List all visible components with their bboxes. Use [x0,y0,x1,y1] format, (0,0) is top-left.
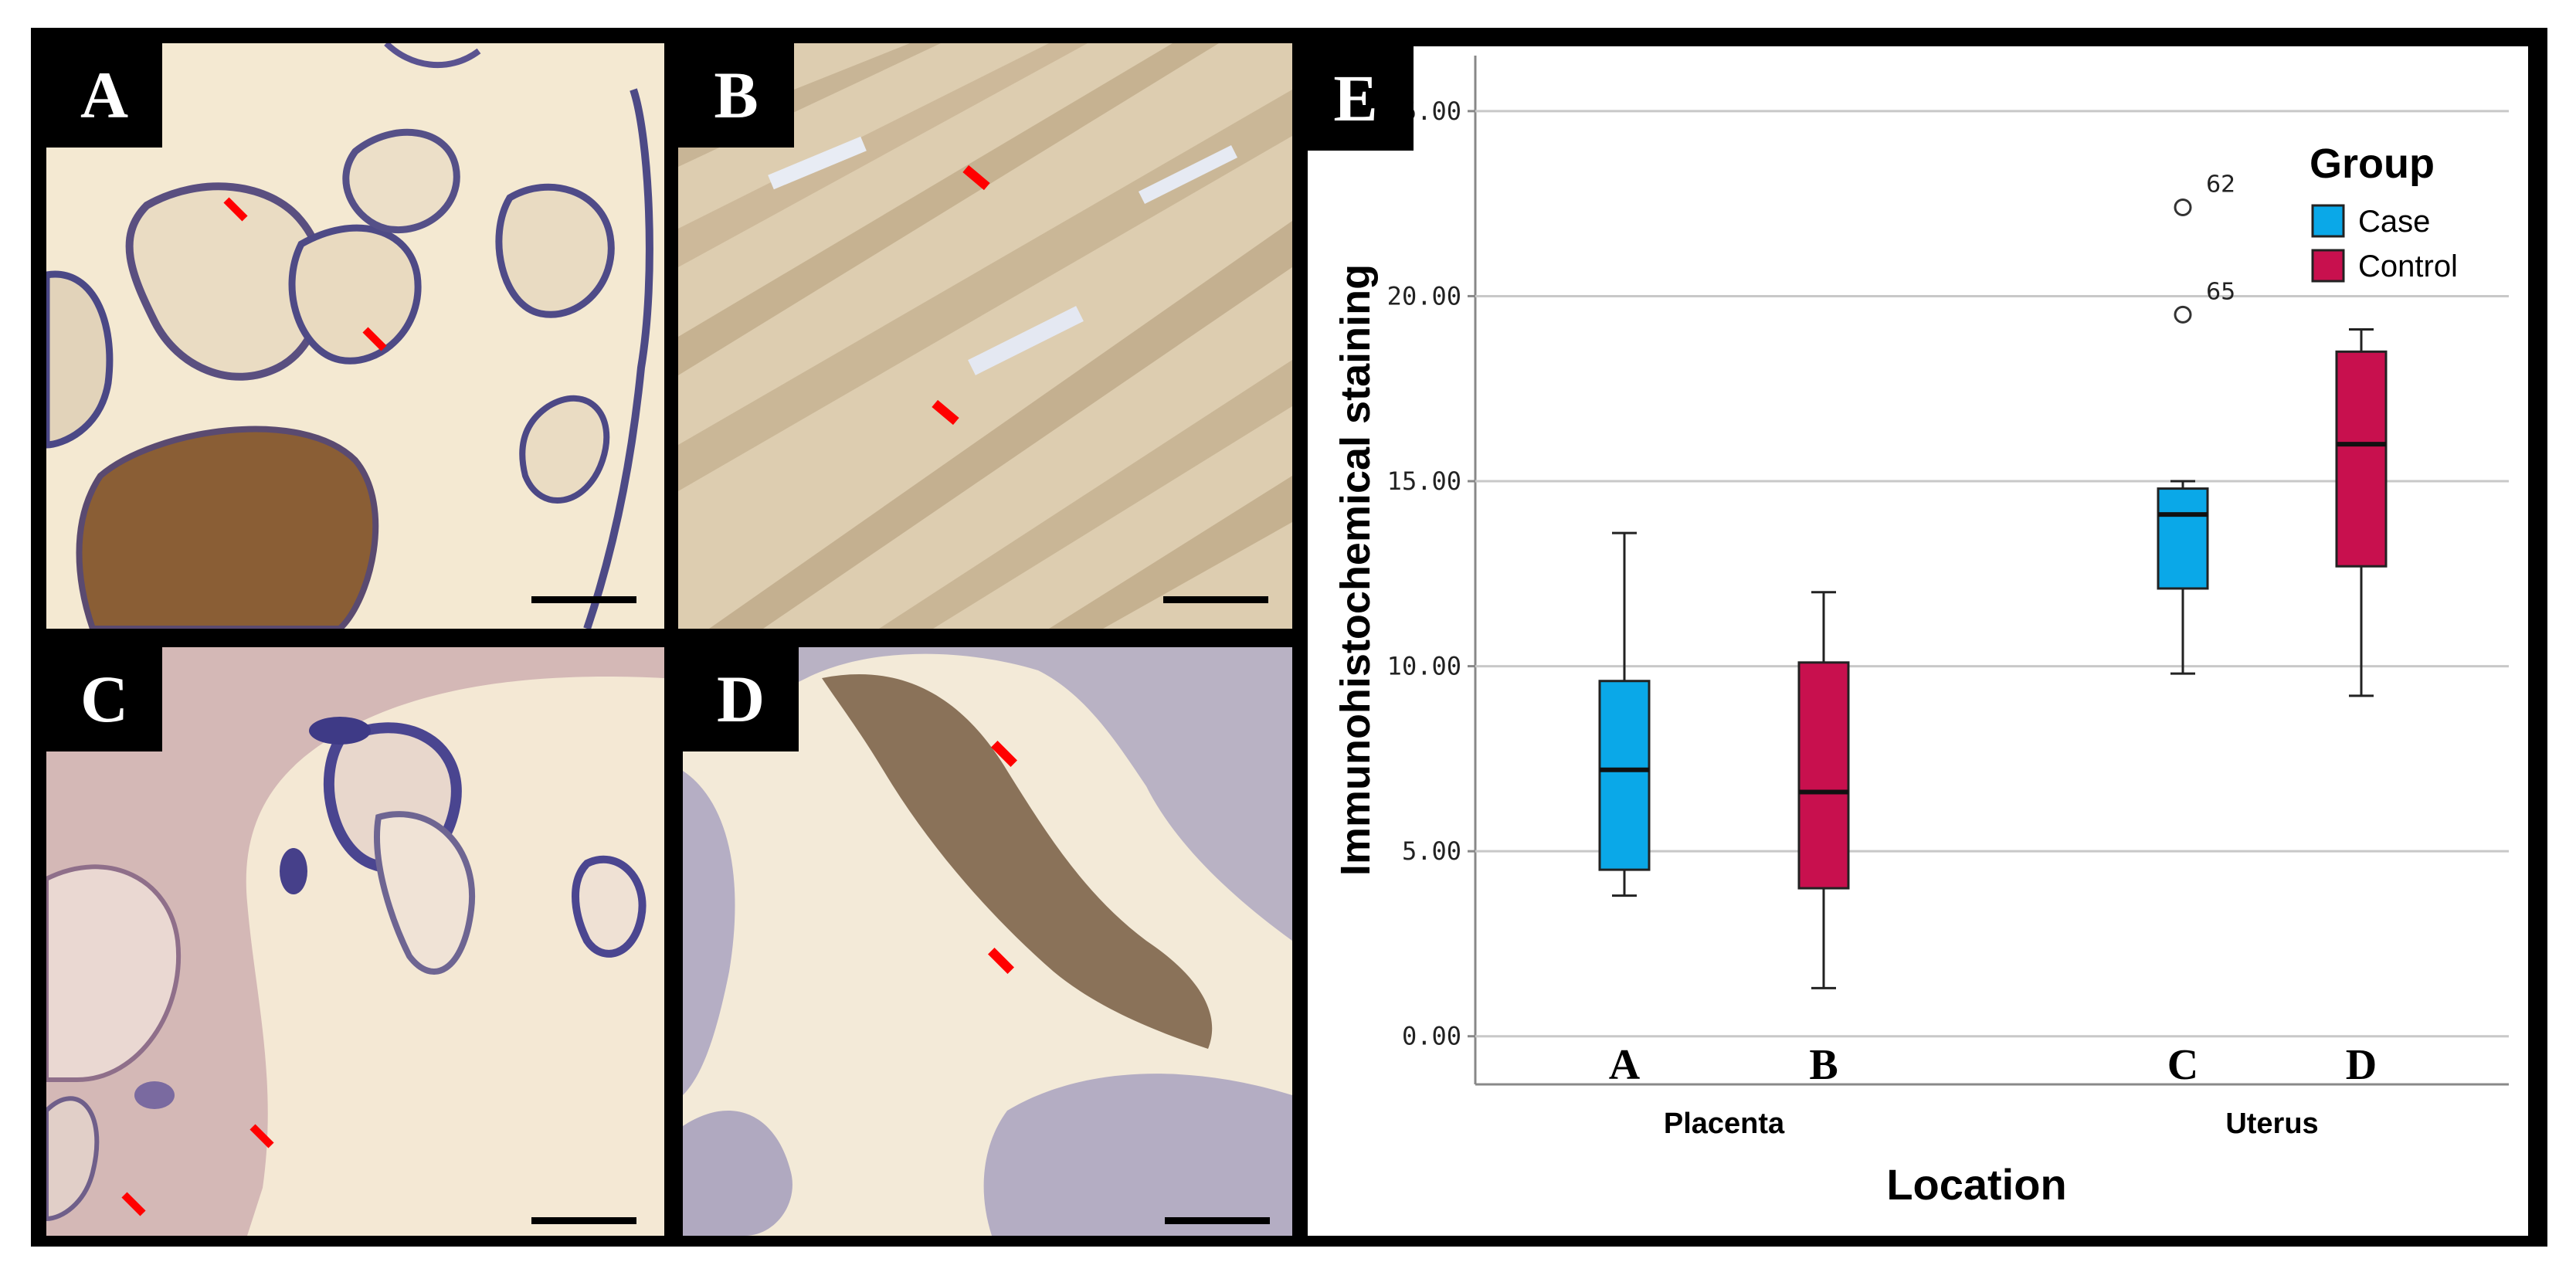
scale-bar-d [1165,1217,1270,1224]
outlier-label: 62 [2206,171,2235,198]
legend-label-control: Control [2358,249,2458,283]
boxplot-chart: 0.005.0010.0015.0020.0025.00Immunohistoc… [1332,56,2509,1209]
arrow-b2 [932,399,959,426]
micrograph-b: B [678,43,1292,629]
legend-label-case: Case [2358,205,2430,239]
y-tick-label: 20.00 [1387,281,1461,310]
x-axis-title: Location [1886,1160,2066,1209]
micrograph-d: D [683,647,1292,1236]
arrow-c1 [249,1124,274,1148]
outlier-point [2174,305,2192,324]
scale-bar-b [1163,596,1268,603]
box-a [1598,680,1651,871]
x-category-label: Placenta [1664,1108,1785,1140]
panel-label-c: C [46,647,162,751]
box-b [1797,661,1850,890]
panel-label-d: D [683,647,799,751]
y-tick-label: 5.00 [1402,836,1461,866]
panel-label-b: B [678,43,794,148]
arrow-a1 [223,197,248,222]
arrow-c2 [121,1192,146,1216]
micrograph-a: A [46,43,664,629]
box-d [2335,350,2388,568]
panel-label-a: A [46,43,162,148]
box-c [2157,487,2209,590]
outlier-label: 65 [2206,278,2235,305]
scale-bar-c [531,1217,636,1224]
legend-title: Group [2310,141,2435,187]
x-category-label: Uterus [2225,1108,2318,1140]
y-tick-label: 15.00 [1387,466,1461,496]
y-axis-title: Immunohistochemical staining [1332,264,1379,876]
box-letter-label: A [1609,1041,1641,1089]
arrow-b1 [962,165,990,191]
boxplot-panel: 0.00 5.00 10.00 15.00 20.00 25.00 Immunohistoc… [1308,46,2528,1236]
scale-bar-a [531,596,636,603]
arrow-d2 [988,948,1014,974]
legend-swatch-control [2311,249,2345,283]
micrograph-c: C [46,647,664,1236]
arrow-a2 [362,327,387,351]
arrow-d1 [991,741,1017,767]
box-letter-label: C [2167,1041,2198,1089]
panel-label-e: E [1298,46,1414,151]
box-letter-label: D [2346,1041,2377,1089]
outlier-point [2174,198,2192,216]
y-tick-label: 10.00 [1387,652,1461,681]
y-tick-label: 0.00 [1402,1022,1461,1051]
box-letter-label: B [1809,1041,1838,1089]
legend-swatch-case [2311,204,2345,238]
